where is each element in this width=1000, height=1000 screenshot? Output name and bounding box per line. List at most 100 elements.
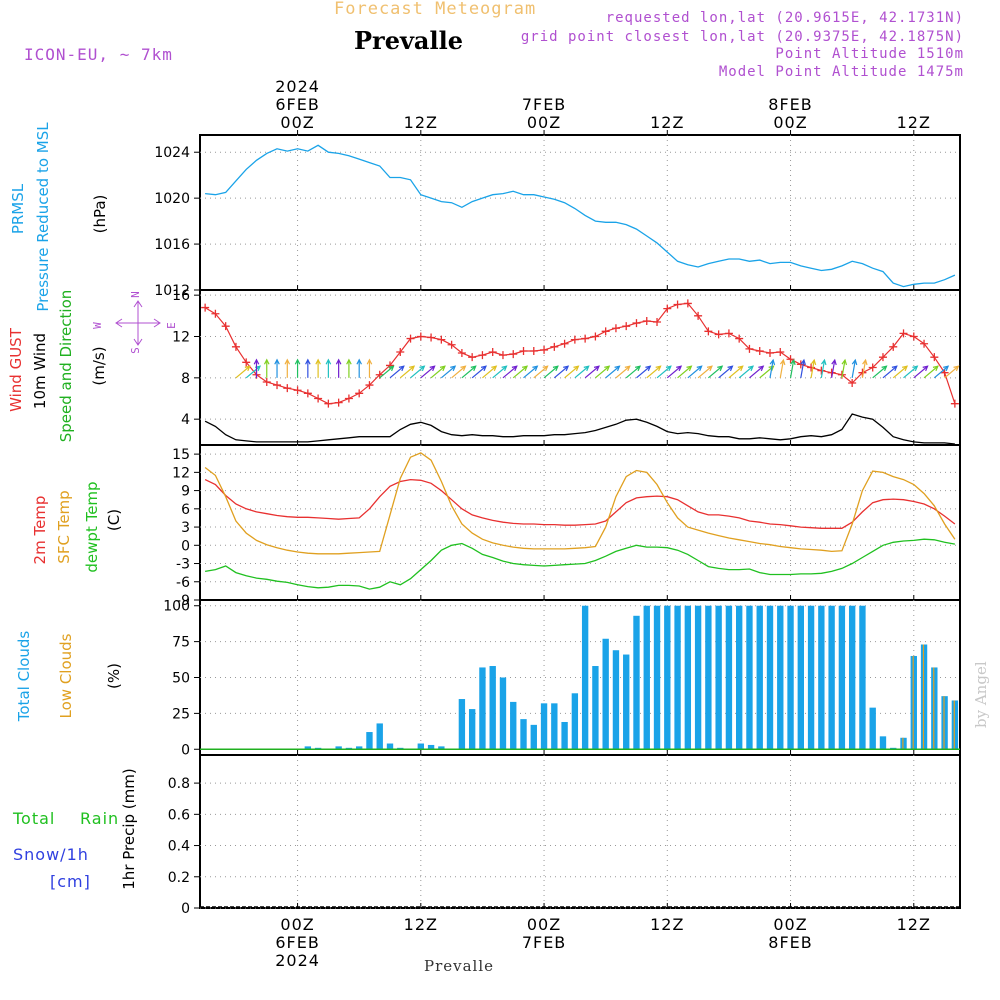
wind-arrow-head bbox=[779, 358, 786, 366]
wind-arrow-head bbox=[450, 365, 457, 372]
wind-arrow-head bbox=[305, 358, 311, 365]
cloud-total-bar bbox=[581, 605, 589, 750]
wind-arrow-head bbox=[717, 365, 724, 372]
cloud-low-bar bbox=[922, 644, 925, 750]
cloud-total-bar bbox=[540, 703, 548, 750]
cloud-low-bar bbox=[953, 700, 955, 750]
cloud-total-bar bbox=[838, 605, 846, 750]
cloud-total-bar bbox=[643, 605, 650, 750]
wind-direction-arrow bbox=[841, 360, 846, 378]
wind-arrow-head bbox=[810, 358, 817, 366]
wind-gust-marker bbox=[704, 327, 713, 336]
wind-gust-marker bbox=[262, 377, 271, 386]
wind-gust-marker bbox=[868, 363, 877, 372]
y-tick-label: 0.6 bbox=[168, 807, 190, 823]
y-tick-label: 9 bbox=[181, 484, 190, 500]
cloud-total-bar bbox=[489, 666, 496, 750]
wind-compass: N W E S bbox=[88, 288, 178, 358]
wind-arrow-head bbox=[645, 365, 652, 372]
wind-arrow-head bbox=[419, 365, 426, 372]
cloud-total-bar bbox=[366, 732, 373, 750]
wind-gust-marker bbox=[529, 346, 538, 355]
wind-direction-arrow bbox=[379, 365, 394, 379]
cloud-total-bar bbox=[427, 744, 435, 750]
wind-arrow-head bbox=[335, 358, 342, 365]
bottom-time-label: 12Z bbox=[650, 915, 684, 934]
footer-location: Prevalle bbox=[424, 957, 495, 975]
wind-gust-marker bbox=[550, 342, 559, 351]
wind-arrow-head bbox=[244, 365, 251, 372]
pressure-line bbox=[205, 144, 956, 288]
wind-arrow-head bbox=[737, 365, 744, 372]
wind-arrow-head bbox=[953, 365, 960, 372]
wind-arrow-head bbox=[563, 365, 570, 372]
cloud-total-bar bbox=[304, 746, 312, 750]
wind-gust-marker bbox=[231, 342, 240, 351]
wind-arrow-head bbox=[604, 365, 611, 372]
bottom-time-label: 00Z bbox=[280, 915, 314, 934]
wind-gust-marker bbox=[714, 330, 723, 339]
cloud-total-bar bbox=[787, 605, 794, 750]
wind-gust-marker bbox=[314, 394, 323, 403]
precip-cm-label: [cm] bbox=[50, 872, 91, 891]
cloud-total-bar bbox=[623, 654, 630, 750]
wind-arrow-head bbox=[439, 365, 446, 372]
cloud-total-bar bbox=[828, 605, 835, 750]
wind-gust-marker bbox=[468, 353, 477, 362]
wind-arrow-head bbox=[851, 358, 858, 366]
wind-direction-arrow bbox=[492, 365, 507, 379]
wind-arrow-head bbox=[841, 358, 848, 366]
cloud-total-bar bbox=[869, 707, 876, 750]
wind-direction-arrow bbox=[482, 365, 497, 379]
wind-arrow-head bbox=[820, 358, 827, 366]
wind-gust-marker bbox=[498, 351, 507, 360]
wind-arrow-head bbox=[315, 358, 321, 365]
wind-direction-arrow bbox=[944, 365, 959, 379]
wind-direction-arrow bbox=[615, 365, 631, 379]
cloud-total-bar bbox=[520, 719, 527, 750]
cloud-total-bar bbox=[510, 701, 517, 750]
wind-direction-arrow bbox=[749, 365, 764, 379]
wind-arrow-head bbox=[624, 365, 631, 372]
top-time-label: 6FEB bbox=[275, 95, 319, 114]
cloud-total-bar bbox=[356, 746, 363, 750]
cloud-total-bar bbox=[674, 605, 681, 750]
wind-arrow-head bbox=[922, 365, 929, 372]
wind-gust-marker bbox=[601, 327, 610, 336]
wind-direction-arrow bbox=[451, 365, 466, 379]
y-tick-label: 15 bbox=[172, 447, 190, 463]
wind-direction-arrow bbox=[882, 365, 898, 379]
point-altitude: Point Altitude 1510m bbox=[775, 46, 964, 62]
wind-direction-arrow bbox=[399, 365, 415, 379]
wind-arrow-head bbox=[655, 365, 662, 372]
wind-direction-arrow bbox=[235, 365, 251, 379]
bottom-time-label: 00Z bbox=[773, 915, 807, 934]
wind-arrow-head bbox=[881, 365, 888, 372]
precip-snow-label: Snow/1h bbox=[13, 845, 89, 864]
y-tick-label: -3 bbox=[176, 557, 190, 573]
wind-direction-arrow bbox=[851, 360, 856, 378]
wind-arrow-head bbox=[491, 365, 498, 372]
wind-gust-marker bbox=[673, 300, 682, 309]
wind-direction-arrow bbox=[502, 365, 518, 379]
bottom-time-label: 6FEB bbox=[275, 933, 319, 952]
wind-gust-marker bbox=[283, 384, 292, 393]
wind-direction-arrow bbox=[625, 365, 641, 379]
cloud-total-bar bbox=[551, 703, 558, 750]
wind-arrow-head bbox=[769, 358, 776, 366]
wind-direction-arrow bbox=[605, 365, 620, 379]
wind-direction-arrow bbox=[553, 365, 569, 379]
bottom-time-label: 8FEB bbox=[768, 933, 812, 952]
wind-direction-arrow bbox=[666, 365, 682, 379]
wind-direction-arrow bbox=[872, 365, 887, 379]
wind-gust-marker bbox=[755, 346, 764, 355]
y-tick-label: 16 bbox=[172, 288, 190, 304]
bottom-time-label: 00Z bbox=[527, 915, 561, 934]
cloud-low-bar bbox=[912, 655, 914, 750]
wind-direction-arrow bbox=[810, 360, 815, 378]
wind-arrow-head bbox=[460, 365, 467, 372]
wind-arrow-head bbox=[532, 365, 539, 372]
wind-direction-arrow bbox=[697, 365, 713, 379]
cloud-low-bar bbox=[943, 696, 945, 750]
wind-direction-arrow bbox=[533, 365, 548, 379]
